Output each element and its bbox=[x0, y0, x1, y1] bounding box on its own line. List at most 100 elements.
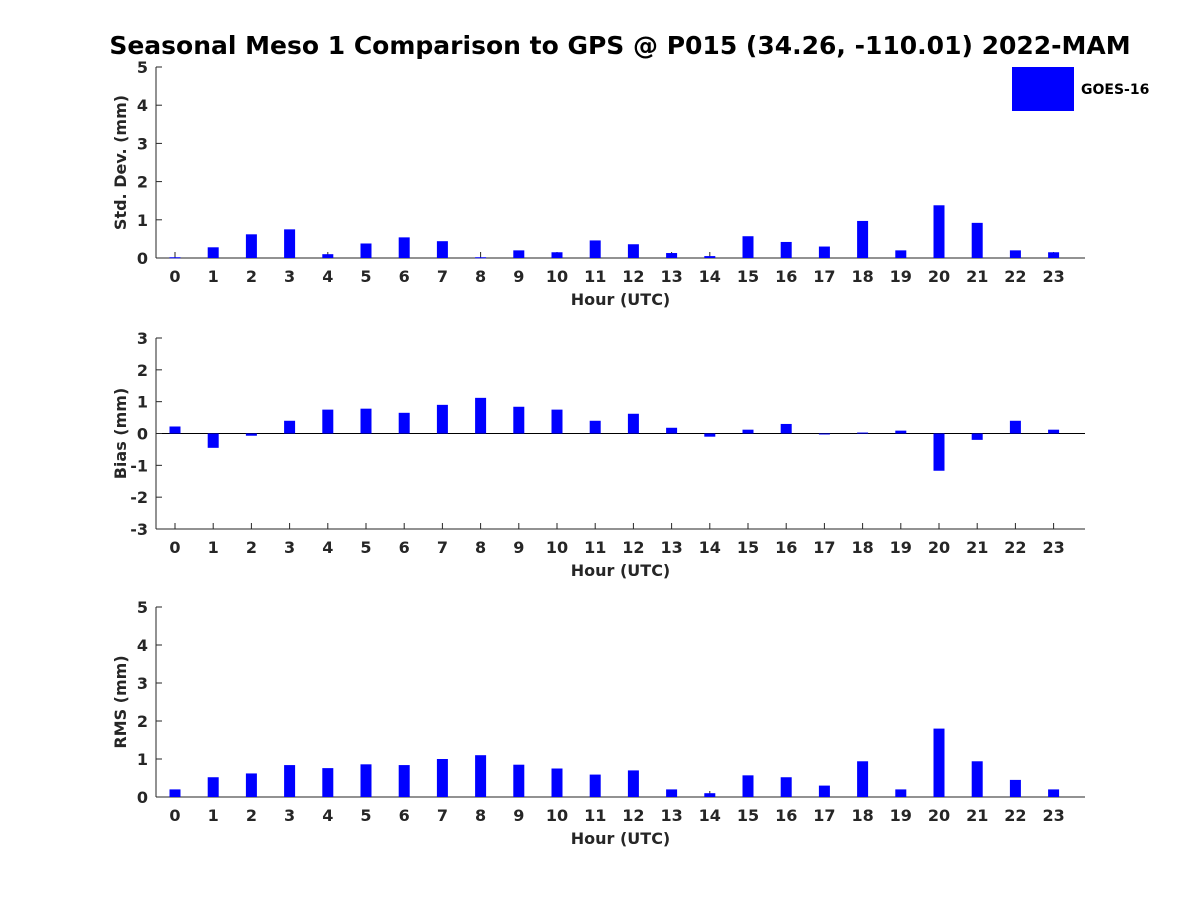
x-tick-label: 16 bbox=[775, 267, 797, 286]
x-tick-label: 10 bbox=[546, 806, 568, 825]
x-tick-label: 20 bbox=[928, 806, 950, 825]
x-tick-label: 11 bbox=[584, 538, 606, 557]
bar-hour-11 bbox=[589, 240, 601, 258]
bar-hour-0 bbox=[169, 426, 181, 434]
bar-hour-17 bbox=[818, 433, 830, 435]
bar-hour-15 bbox=[742, 775, 754, 797]
bar-hour-23 bbox=[1048, 429, 1060, 434]
y-tick-label: 5 bbox=[137, 58, 148, 77]
bar-hour-22 bbox=[1009, 250, 1021, 258]
x-tick-label: 20 bbox=[928, 267, 950, 286]
x-tick-label: 12 bbox=[622, 267, 644, 286]
bar-hour-23 bbox=[1048, 252, 1060, 258]
bar-hour-7 bbox=[436, 759, 448, 797]
x-tick-label: 10 bbox=[546, 267, 568, 286]
bar-hour-20 bbox=[933, 433, 945, 471]
bar-hour-23 bbox=[1048, 789, 1060, 797]
bar-hour-6 bbox=[398, 765, 410, 797]
bar-hour-21 bbox=[971, 433, 983, 440]
y-tick-label: 0 bbox=[137, 788, 148, 807]
bar-hour-1 bbox=[207, 433, 219, 448]
bar-hour-14 bbox=[704, 793, 716, 797]
x-tick-label: 5 bbox=[360, 538, 371, 557]
x-tick-label: 12 bbox=[622, 806, 644, 825]
x-tick-label: 18 bbox=[851, 538, 873, 557]
x-tick-label: 16 bbox=[775, 806, 797, 825]
bar-hour-21 bbox=[971, 222, 983, 258]
x-tick-label: 9 bbox=[513, 806, 524, 825]
y-tick-label: 2 bbox=[137, 361, 148, 380]
x-axis-label: Hour (UTC) bbox=[571, 561, 671, 580]
y-tick-label: 3 bbox=[137, 134, 148, 153]
y-tick-label: 0 bbox=[137, 425, 148, 444]
x-tick-label: 9 bbox=[513, 538, 524, 557]
bar-hour-3 bbox=[284, 420, 296, 434]
x-tick-label: 3 bbox=[284, 538, 295, 557]
x-tick-label: 8 bbox=[475, 267, 486, 286]
x-tick-label: 4 bbox=[322, 267, 333, 286]
bar-hour-3 bbox=[284, 765, 296, 797]
x-tick-label: 17 bbox=[813, 267, 835, 286]
x-tick-label: 18 bbox=[851, 267, 873, 286]
bar-hour-4 bbox=[322, 768, 334, 797]
x-tick-label: 1 bbox=[208, 267, 219, 286]
x-tick-label: 2 bbox=[246, 538, 257, 557]
x-tick-label: 3 bbox=[284, 806, 295, 825]
x-tick-label: 6 bbox=[399, 538, 410, 557]
bar-hour-10 bbox=[551, 409, 563, 434]
x-tick-label: 5 bbox=[360, 806, 371, 825]
bar-hour-14 bbox=[704, 256, 716, 258]
bar-hour-2 bbox=[245, 234, 257, 258]
y-axis-label: Std. Dev. (mm) bbox=[111, 95, 130, 230]
bar-hour-5 bbox=[360, 243, 372, 258]
bar-hour-12 bbox=[627, 770, 639, 797]
x-tick-label: 15 bbox=[737, 806, 759, 825]
bar-hour-17 bbox=[818, 785, 830, 797]
x-tick-label: 23 bbox=[1042, 538, 1064, 557]
y-tick-label: 1 bbox=[137, 750, 148, 769]
bar-hour-2 bbox=[245, 773, 257, 797]
bar-hour-4 bbox=[322, 254, 334, 258]
x-tick-label: 6 bbox=[399, 806, 410, 825]
bar-hour-1 bbox=[207, 247, 219, 258]
x-tick-label: 8 bbox=[475, 538, 486, 557]
x-tick-label: 7 bbox=[437, 806, 448, 825]
x-tick-label: 23 bbox=[1042, 267, 1064, 286]
x-tick-label: 0 bbox=[169, 538, 180, 557]
chart-title: Seasonal Meso 1 Comparison to GPS @ P015… bbox=[109, 31, 1130, 60]
x-tick-label: 4 bbox=[322, 538, 333, 557]
y-tick-label: 5 bbox=[137, 598, 148, 617]
bar-hour-20 bbox=[933, 728, 945, 797]
x-tick-label: 0 bbox=[169, 806, 180, 825]
x-tick-label: 14 bbox=[699, 806, 721, 825]
bar-hour-8 bbox=[475, 257, 487, 259]
bar-hour-19 bbox=[895, 250, 907, 258]
y-tick-label: 3 bbox=[137, 674, 148, 693]
x-tick-label: 19 bbox=[890, 806, 912, 825]
bar-hour-2 bbox=[245, 433, 257, 436]
bar-hour-14 bbox=[704, 433, 716, 437]
bar-hour-15 bbox=[742, 236, 754, 258]
bar-hour-9 bbox=[513, 764, 525, 797]
y-tick-label: -2 bbox=[130, 488, 148, 507]
bar-hour-18 bbox=[857, 761, 869, 797]
bar-hour-9 bbox=[513, 250, 525, 258]
x-axis-label: Hour (UTC) bbox=[571, 290, 671, 309]
x-tick-label: 13 bbox=[660, 538, 682, 557]
bar-hour-22 bbox=[1009, 779, 1021, 797]
bar-hour-10 bbox=[551, 252, 563, 258]
x-tick-label: 1 bbox=[208, 538, 219, 557]
bar-hour-13 bbox=[666, 427, 678, 434]
bar-hour-22 bbox=[1009, 420, 1021, 434]
bar-hour-6 bbox=[398, 412, 410, 434]
x-tick-label: 11 bbox=[584, 806, 606, 825]
bar-hour-7 bbox=[436, 241, 448, 258]
legend-swatch-goes-16 bbox=[1012, 67, 1074, 111]
bar-hour-4 bbox=[322, 409, 334, 434]
bar-hour-16 bbox=[780, 423, 792, 434]
x-tick-label: 2 bbox=[246, 806, 257, 825]
x-axis-label: Hour (UTC) bbox=[571, 829, 671, 848]
